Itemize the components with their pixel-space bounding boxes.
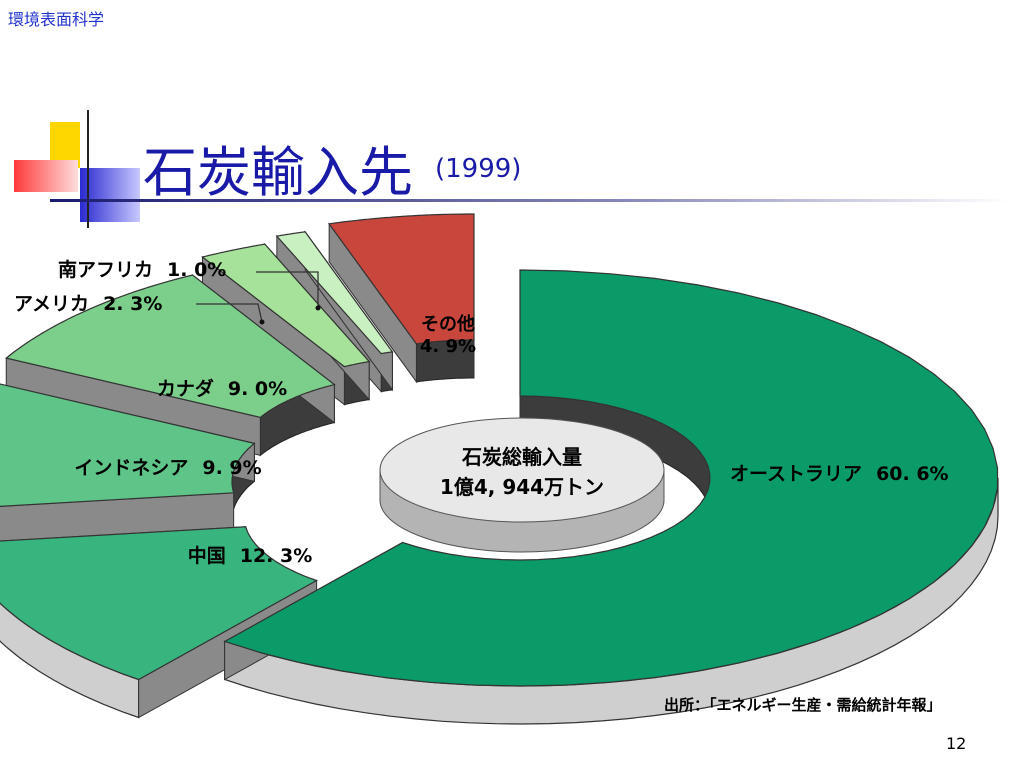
slice-1-label-text: 中国 12. 3%: [188, 544, 313, 567]
source-note: 出所：「エネルギー生産・需給統計年報」: [664, 696, 942, 714]
slice-6-label: その他: [421, 313, 475, 335]
slice-5-value: 1. 0%: [167, 259, 226, 281]
slice-1-wedge: [0, 526, 319, 681]
center-disc: [379, 417, 665, 553]
slice-5-leader: [256, 271, 319, 308]
slice-0-label-text: オーストラリア 60. 6%: [730, 463, 949, 485]
slice-5-wedge: [275, 231, 394, 355]
slice-6-group: [328, 213, 475, 384]
slice-3-value: 9. 0%: [228, 378, 287, 400]
center-label-line1: 石炭総輸入量: [461, 445, 582, 469]
slice-4-wedge: [201, 243, 371, 368]
slice-3-label-text: カナダ 9. 0%: [157, 377, 287, 400]
title-text: 石炭輸入先: [143, 141, 413, 204]
slice-2-value: 9. 9%: [202, 457, 261, 479]
slice-2-label: インドネシア: [74, 457, 188, 479]
slice-2-wedge: [0, 383, 256, 507]
center-disc-top: [379, 417, 665, 523]
page-title: 石炭輸入先 (1999): [143, 128, 521, 207]
slice-0-wedge: [223, 269, 999, 687]
slice-1-value: 12. 3%: [240, 545, 313, 567]
slice-5-leader-dot: [315, 305, 321, 311]
page-number: 12: [946, 734, 967, 753]
title-decoration: [14, 110, 1010, 228]
slice-3-wedge: [4, 274, 336, 419]
slice-0-value: 60. 6%: [876, 463, 949, 485]
slice-1-label: 中国: [188, 544, 226, 567]
slice-5-label-text: 南アフリカ 1. 0%: [58, 259, 226, 281]
slice-4-value: 2. 3%: [103, 293, 162, 315]
slice-5-label: 南アフリカ: [58, 259, 153, 281]
course-title: 環境表面科学: [8, 10, 105, 29]
slice-4-label-text: アメリカ 2. 3%: [14, 293, 162, 315]
slice-2-label-text: インドネシア 9. 9%: [74, 457, 261, 479]
deco-red-square: [14, 160, 78, 192]
center-label-line2: 1億4, 944万トン: [440, 475, 604, 499]
slice-4-leader: [196, 303, 263, 323]
deco-blue-square: [80, 168, 140, 222]
slice-4-label: アメリカ: [14, 293, 89, 315]
slice-2-group: [0, 383, 256, 545]
slice-0-label: オーストラリア: [730, 463, 862, 485]
slice-6-wedge: [328, 213, 475, 345]
slice-6-value: 4. 9%: [420, 336, 476, 357]
title-underline: [50, 199, 1010, 202]
title-year: (1999): [435, 154, 522, 184]
slice-3-label: カナダ: [157, 377, 214, 400]
slice-4-leader-dot: [259, 319, 265, 325]
